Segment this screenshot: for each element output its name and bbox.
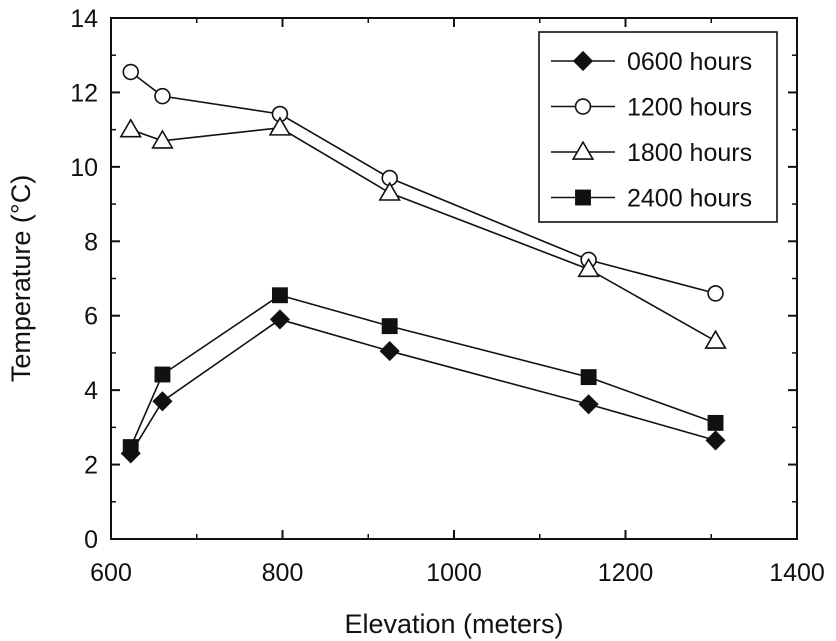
data-point [122,439,139,456]
y-tick-label: 4 [84,377,98,405]
legend-entry: 0600 hours [551,48,752,76]
data-point [151,129,174,149]
legend-marker [574,98,592,115]
data-point [154,87,171,105]
legend-label: 1800 hours [627,139,752,167]
series-0600-hours [120,309,726,464]
series-line [130,318,716,454]
x-tick-label: 600 [90,559,132,587]
legend-label: 1200 hours [627,94,752,122]
series-1800-hours [119,116,727,349]
x-tick-label: 1400 [769,559,825,587]
x-axis-label: Elevation (meters) [344,609,563,639]
data-point [580,369,597,386]
data-point [269,309,290,330]
series-line [129,294,716,448]
data-point [268,116,292,136]
axis-ticks: 600 800 1000 1200 1400 0 2 4 6 8 10 12 14 [70,5,825,587]
data-point [577,257,600,278]
x-tick-label: 1000 [426,559,482,587]
y-tick-label: 12 [70,79,98,107]
legend-label: 2400 hours [627,185,752,213]
y-tick-label: 10 [70,154,98,182]
y-tick-label: 6 [84,303,98,331]
data-point [381,318,398,335]
data-point [379,341,400,362]
data-point [707,285,724,302]
x-tick-label: 800 [262,559,304,587]
y-tick-label: 0 [84,526,98,554]
data-point [705,430,726,451]
data-point [152,391,173,412]
series-2400-hours [122,287,724,456]
data-point [378,181,401,201]
data-point [154,366,171,383]
data-point [704,329,727,349]
x-tick-label: 1200 [598,559,654,587]
data-point [119,118,142,138]
legend-entry: 2400 hours [551,185,752,213]
legend-entry: 1200 hours [551,94,752,122]
legend-marker [572,50,594,72]
legend-label: 0600 hours [627,48,752,76]
y-axis-label: Temperature (°C) [6,175,36,382]
data-point [271,287,288,304]
data-point [707,414,724,431]
data-point [122,63,139,81]
y-tick-label: 14 [70,5,98,33]
data-point [578,394,599,415]
legend-marker [571,140,595,160]
legend-entry: 1800 hours [551,139,752,167]
y-tick-label: 8 [84,228,98,256]
y-tick-label: 2 [84,452,98,480]
legend: 0600 hours 1200 hours 1800 hours 2400 hours [538,31,778,223]
series-group [119,63,727,464]
legend-marker [575,189,591,206]
